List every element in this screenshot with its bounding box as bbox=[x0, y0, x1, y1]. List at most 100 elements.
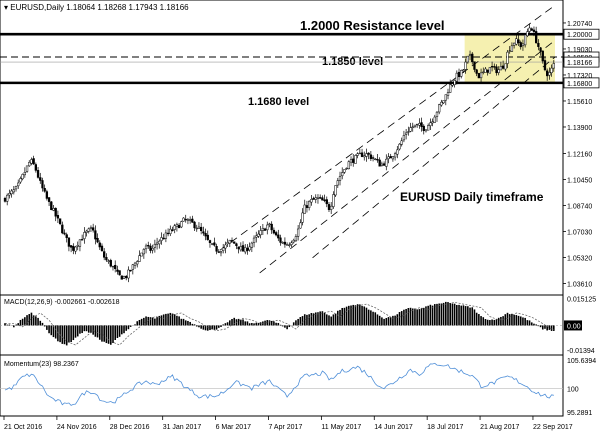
macd-bar bbox=[198, 325, 200, 328]
macd-bar bbox=[456, 304, 458, 326]
macd-bar bbox=[21, 318, 24, 326]
candle bbox=[151, 244, 154, 254]
macd-bar bbox=[497, 317, 500, 326]
candle bbox=[464, 58, 467, 74]
macd-bar bbox=[160, 315, 163, 326]
macd-bar bbox=[301, 316, 304, 326]
candle bbox=[407, 126, 410, 136]
macd-bar bbox=[504, 314, 507, 326]
candle bbox=[352, 154, 355, 167]
macd-bar bbox=[348, 305, 350, 326]
candle bbox=[228, 239, 231, 248]
macd-bar bbox=[493, 319, 496, 326]
macd-bar bbox=[268, 320, 271, 326]
momentum-tick-label: 105.6394 bbox=[567, 358, 596, 365]
macd-bar bbox=[96, 325, 99, 338]
macd-bar bbox=[354, 305, 357, 326]
macd-bar bbox=[376, 314, 379, 326]
candle bbox=[131, 263, 134, 275]
macd-bar bbox=[180, 318, 183, 326]
candle bbox=[290, 240, 293, 248]
macd-bar bbox=[140, 318, 143, 326]
time-tick-label: 21 Aug 2017 bbox=[480, 424, 519, 431]
candle bbox=[41, 177, 44, 192]
macd-bar bbox=[171, 313, 174, 326]
macd-bar bbox=[72, 325, 75, 341]
candle bbox=[96, 233, 99, 244]
candle bbox=[323, 194, 326, 203]
macd-bar bbox=[526, 320, 529, 326]
macd-bar bbox=[319, 311, 321, 326]
candle bbox=[98, 240, 101, 250]
candle bbox=[387, 153, 390, 164]
macd-bar bbox=[85, 325, 88, 332]
macd-bar bbox=[359, 304, 361, 326]
macd-bar bbox=[511, 313, 513, 326]
candle bbox=[396, 146, 399, 159]
macd-bar bbox=[541, 325, 544, 330]
macd-bar bbox=[339, 309, 341, 326]
macd-bar bbox=[15, 324, 17, 326]
macd-bar bbox=[308, 314, 310, 326]
candle bbox=[52, 205, 55, 212]
candle bbox=[105, 253, 108, 262]
candle bbox=[270, 221, 273, 234]
macd-bar bbox=[76, 325, 79, 337]
candle bbox=[455, 70, 458, 85]
candle bbox=[477, 72, 481, 79]
candle bbox=[233, 241, 236, 244]
candle bbox=[374, 158, 377, 161]
macd-bar bbox=[447, 302, 449, 326]
macd-bar bbox=[277, 322, 280, 326]
candle bbox=[122, 275, 126, 280]
macd-bar bbox=[70, 325, 72, 343]
macd-bar bbox=[24, 317, 26, 326]
candle bbox=[30, 157, 33, 166]
macd-bar bbox=[548, 325, 551, 330]
level-badge-2: 1.16800 bbox=[563, 77, 600, 89]
candle bbox=[526, 28, 529, 38]
candle bbox=[327, 202, 331, 212]
candle bbox=[363, 151, 366, 161]
candle bbox=[332, 191, 335, 209]
macd-bar bbox=[202, 325, 205, 330]
candle bbox=[259, 225, 262, 239]
macd-bar bbox=[418, 309, 421, 326]
macd-bar bbox=[306, 314, 308, 326]
macd-bar bbox=[94, 325, 97, 337]
macd-bar bbox=[211, 325, 213, 330]
macd-bar bbox=[464, 306, 467, 326]
macd-bar bbox=[74, 325, 77, 338]
candle bbox=[435, 111, 439, 122]
candle bbox=[14, 185, 18, 192]
macd-bar bbox=[6, 324, 9, 326]
macd-bar bbox=[528, 320, 531, 326]
candle bbox=[462, 68, 465, 73]
candle bbox=[543, 57, 547, 72]
candle bbox=[72, 243, 75, 255]
candle bbox=[473, 61, 476, 73]
candle bbox=[519, 40, 522, 50]
macd-bar bbox=[136, 321, 139, 326]
macd-bar bbox=[195, 325, 198, 327]
candle bbox=[6, 193, 9, 206]
macd-bar bbox=[544, 325, 546, 329]
candle bbox=[206, 230, 209, 241]
candle bbox=[274, 230, 278, 237]
macd-bar bbox=[403, 309, 405, 326]
macd-bar bbox=[332, 314, 335, 326]
macd-bar bbox=[26, 315, 28, 326]
candle bbox=[541, 50, 544, 64]
price-tick-label: 1.12160 bbox=[567, 151, 592, 158]
candle bbox=[147, 241, 150, 249]
candle bbox=[457, 68, 461, 81]
macd-bar bbox=[321, 311, 324, 326]
candle bbox=[479, 68, 483, 83]
macd-bar bbox=[482, 317, 485, 326]
price-tick-label: 1.19030 bbox=[567, 47, 592, 54]
macd-bar bbox=[314, 312, 317, 326]
candle bbox=[440, 99, 443, 107]
candle bbox=[535, 26, 538, 44]
candle bbox=[420, 117, 423, 132]
candle bbox=[175, 222, 179, 232]
